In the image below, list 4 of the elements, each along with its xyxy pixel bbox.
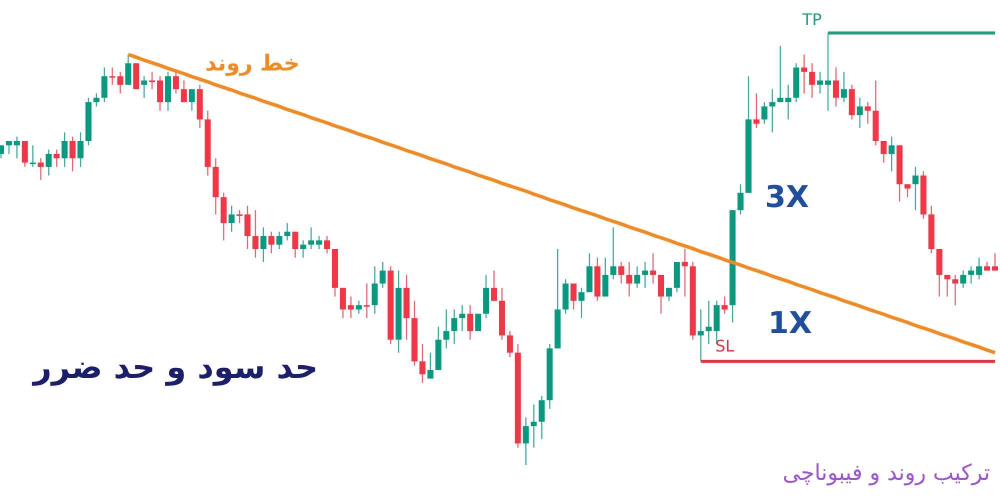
annotation: حد سود و حد ضرر <box>33 348 318 386</box>
annotation: 3X <box>765 180 809 215</box>
title: ترکیب روند و فیبوناچی <box>782 461 990 486</box>
annotation: 1X <box>768 306 812 341</box>
